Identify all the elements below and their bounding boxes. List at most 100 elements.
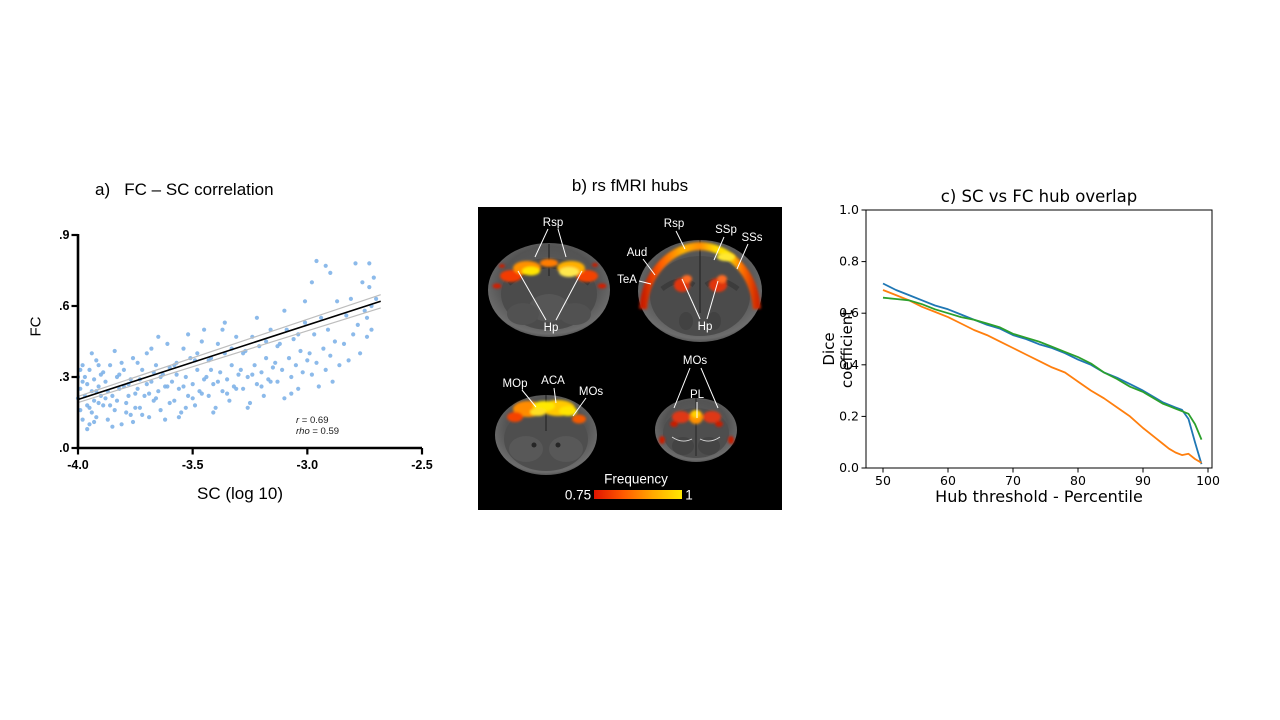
scatter-point — [192, 403, 198, 408]
scatter-point — [362, 308, 367, 313]
scatter-point — [137, 405, 142, 410]
scatter-point — [92, 377, 97, 382]
panel-a-x-axis-label: SC (log 10) — [197, 484, 283, 503]
scatter-point — [80, 379, 85, 384]
scatter-point — [328, 353, 333, 358]
dice-coefficient-line-chart: 50 60 70 80 90 100 0.0 0.2 0.4 0.6 0.8 1.0 — [839, 202, 1220, 488]
scatter-point — [330, 379, 335, 384]
series-line-orange — [882, 289, 1202, 464]
scatter-point — [195, 351, 200, 356]
scatter-point — [101, 403, 106, 408]
scatter-point — [179, 410, 184, 415]
x-tick-label: -3.5 — [182, 458, 204, 472]
scatter-point — [186, 332, 191, 337]
scatter-point — [147, 391, 152, 396]
scatter-point — [165, 341, 170, 346]
scatter-point — [268, 379, 273, 384]
scatter-point — [110, 424, 115, 429]
ci-upper — [77, 294, 381, 397]
scatter-point — [87, 405, 92, 410]
label-sss: SSs — [741, 232, 763, 244]
panel-b-title: b) rs fMRI hubs — [571, 176, 689, 195]
scatter-point — [85, 382, 90, 387]
label-tea: TeA — [617, 274, 637, 286]
label-aud: Aud — [626, 247, 648, 259]
scatter-point — [323, 263, 328, 268]
scatter-point — [96, 384, 101, 389]
correlation-annotation: r = 0.69 rho = 0.59 — [296, 415, 339, 437]
scatter-point — [252, 363, 257, 368]
scatter-point — [270, 365, 275, 370]
scatter-point — [199, 391, 204, 396]
scatter-point — [186, 393, 191, 398]
annotation-leader-lines — [517, 228, 749, 418]
scatter-point — [181, 346, 186, 351]
scatter-point — [371, 275, 376, 280]
scatter-point — [117, 372, 122, 377]
scatter-point — [94, 358, 99, 363]
brain-maps-panel: Rsp Hp Rsp SSp SSs Aud TeA Hp MOp ACA MO… — [478, 207, 782, 510]
scatter-point — [163, 417, 168, 422]
scatter-point — [323, 367, 328, 372]
scatter-point — [87, 367, 92, 372]
x-tick-label: 50 — [875, 473, 891, 488]
scatter-point — [156, 334, 161, 339]
brain-slice-top-right — [638, 240, 762, 342]
scatter-point — [282, 308, 287, 313]
scatter-point — [300, 370, 305, 375]
scatter-point — [195, 367, 200, 372]
scatter-point — [80, 363, 85, 368]
scatter-point — [215, 379, 220, 384]
scatter-point — [264, 339, 269, 344]
scatter-point — [280, 367, 285, 372]
scatter-point — [314, 258, 319, 264]
y-tick-label: 0.9 — [60, 228, 70, 242]
series-line-blue — [882, 282, 1203, 465]
scatter-point — [286, 356, 292, 361]
brain-slice-top-left — [488, 243, 610, 337]
scatter-point — [119, 360, 124, 365]
scatter-point — [234, 386, 239, 391]
y-tick-label: 0.8 — [839, 254, 859, 269]
scatter-point — [316, 384, 321, 389]
scatter-point — [140, 367, 145, 372]
scatter-point — [309, 372, 314, 377]
scatter-point — [176, 386, 181, 391]
scatter-point — [328, 270, 333, 275]
scatter-point — [94, 415, 99, 420]
rho-value: = 0.59 — [309, 426, 340, 437]
panel-c-title: c) SC vs FC hub overlap — [940, 187, 1138, 206]
scatter-point — [124, 400, 129, 406]
scatter-point — [351, 332, 356, 337]
scatter-point — [218, 370, 223, 375]
panel-c-x-axis-label: Hub threshold - Percentile — [935, 487, 1143, 506]
scatter-point — [275, 344, 280, 349]
y-tick-label: 0.2 — [839, 408, 859, 423]
x-tick-label: 90 — [1135, 473, 1151, 488]
scatter-point — [80, 417, 85, 422]
scatter-point — [119, 422, 124, 427]
scatter-point — [241, 351, 246, 356]
scatter-point — [147, 415, 152, 420]
label-rsp-right: Rsp — [663, 218, 685, 230]
scatter-point — [309, 280, 314, 285]
rho-symbol: rho — [296, 426, 310, 437]
scatter-point — [344, 313, 349, 318]
scatter-point — [358, 351, 363, 356]
scatter-point — [133, 391, 138, 396]
scatter-point — [341, 341, 347, 346]
scatter-point — [167, 400, 172, 406]
scatter-point — [130, 419, 136, 425]
scatter-point — [149, 379, 154, 384]
scatter-point — [169, 379, 175, 384]
scatter-point — [213, 405, 218, 410]
scatter-point — [289, 391, 294, 396]
scatter-point — [208, 367, 214, 372]
scatter-point — [101, 370, 106, 375]
brain-slices-graphic — [488, 228, 762, 499]
label-hp-right: Hp — [697, 321, 713, 333]
x-tick-label: 70 — [1005, 473, 1021, 488]
scatter-points — [75, 258, 379, 432]
scatter-point — [367, 285, 372, 290]
